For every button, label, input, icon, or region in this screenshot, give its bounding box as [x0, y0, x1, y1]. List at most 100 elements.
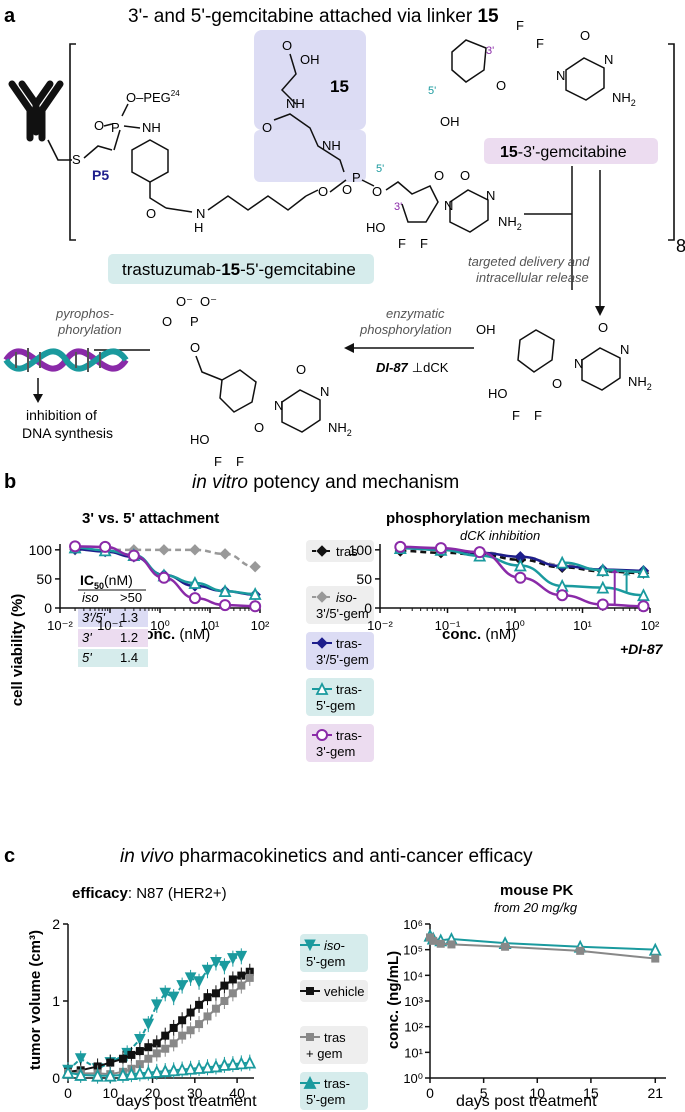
y-tick-label: 10² — [404, 1020, 423, 1035]
legend-item-bg — [300, 1026, 368, 1064]
legend-label-text: tras- — [336, 682, 362, 697]
panel-b-title: in vitro potency and mechanism — [192, 472, 459, 493]
chart-c2-xlabel: days post treatment — [456, 1093, 597, 1110]
release-line2: intracellular release — [476, 270, 589, 285]
linker-p-o-left: O — [342, 182, 352, 197]
legend-label: tras- — [336, 636, 362, 651]
data-point — [203, 1012, 212, 1021]
linker-o-top: O — [282, 38, 292, 53]
y-tick-label: 10⁰ — [403, 1071, 423, 1086]
ic50-header-ic: IC — [80, 572, 94, 588]
conj-c2-o: O — [460, 168, 470, 183]
amide-o-left: O — [146, 206, 156, 221]
data-point — [188, 575, 202, 589]
data-point — [219, 599, 232, 612]
p5-label: P5 — [92, 167, 109, 183]
data-point — [228, 989, 237, 998]
data-point — [127, 1050, 136, 1059]
chart-c1-title: efficacy: N87 (HER2+) — [72, 885, 227, 902]
ic50-row-value: 1.3 — [120, 610, 138, 625]
panel-c: c in vivo pharmacokinetics and anti-canc… — [4, 845, 597, 1110]
mp-f2: F — [236, 454, 244, 469]
release-line — [524, 166, 573, 290]
data-point — [434, 542, 447, 555]
mp-o-ester: O — [190, 340, 200, 355]
mp-o-oxo: O — [162, 314, 172, 329]
data-point — [186, 1026, 195, 1035]
ic50-row-bg — [78, 629, 148, 647]
panel-c-letter: c — [4, 845, 15, 867]
y-tick-label: 10³ — [404, 994, 423, 1009]
top-c2-o: O — [580, 28, 590, 43]
legend-swatch-marker — [316, 729, 328, 741]
data-point — [157, 571, 170, 584]
legend-swatch-marker — [316, 591, 328, 603]
di87-arrowhead-purple — [610, 569, 619, 574]
release-line1: targeted delivery and — [468, 254, 590, 269]
dna-helix-icon — [3, 348, 129, 372]
x-tick-label: 10⁻¹ — [435, 618, 461, 633]
top-ring-o: O — [496, 78, 506, 93]
legend-label-line2: + gem — [306, 1046, 343, 1061]
data-point — [203, 993, 212, 1002]
linker-15-label: 15 — [330, 77, 349, 96]
x-tick-label: 40 — [229, 1085, 245, 1101]
free-sugar-ring — [517, 329, 555, 373]
free-f2: F — [534, 408, 542, 423]
drug-3-gem-label: 15-3'-gemcitabine — [500, 144, 627, 161]
conj-n3: N — [486, 188, 495, 203]
mp-phosphorus: P — [190, 314, 199, 329]
drug-3-gem-box — [484, 138, 658, 164]
legend-swatch-marker — [315, 681, 329, 695]
ic50-row-value: 1.4 — [120, 650, 138, 665]
linker-nh-bottom: NH — [322, 138, 341, 153]
data-point — [429, 936, 438, 945]
legend-label-text: - — [353, 590, 357, 605]
data-point — [69, 540, 82, 553]
p5-phosphorus: P — [111, 120, 120, 135]
ic50-header-sub: 50 — [94, 581, 104, 591]
po-double-bond — [103, 123, 113, 127]
legend-label-text: tras- — [324, 1076, 350, 1091]
legend-item-bg — [306, 540, 374, 562]
mp-nh2: NH2 — [328, 420, 352, 438]
top-sugar-ring — [451, 39, 487, 83]
data-point — [235, 950, 248, 963]
legend-label-line2: 5'-gem — [306, 1092, 345, 1107]
legend-label: tras — [336, 544, 358, 559]
legend-label-text: tras- — [336, 728, 362, 743]
x-tick-label: 10 — [529, 1085, 545, 1101]
conj-ho: HO — [366, 220, 386, 235]
multiplier: 8 — [676, 236, 685, 256]
release-arrowhead — [595, 306, 605, 316]
data-point — [217, 1057, 231, 1071]
mp-n1: N — [274, 398, 283, 413]
conj-nh2: NH2 — [498, 214, 522, 232]
data-point — [218, 584, 232, 598]
inhibit-line2: DNA synthesis — [22, 425, 113, 441]
data-point — [91, 1068, 105, 1082]
data-point — [133, 1066, 147, 1080]
data-point — [637, 564, 650, 578]
chart-b2-title: phosphorylation mechanism — [386, 510, 590, 527]
data-point — [134, 1034, 146, 1046]
linker-o-mid: O — [262, 120, 272, 135]
amide-bond-left — [149, 182, 167, 209]
x-tick-label: 10⁰ — [505, 618, 525, 633]
x-tick-label: 10 — [102, 1085, 118, 1101]
data-point — [118, 1054, 127, 1063]
pyro-line2: phorylation — [57, 322, 122, 337]
data-point — [556, 589, 569, 602]
data-point — [245, 973, 254, 982]
data-point — [210, 957, 222, 969]
legend-label-line2: 3'-gem — [316, 744, 355, 759]
chart-c2-subtitle: from 20 mg/kg — [494, 900, 578, 915]
pyro-line1: pyrophos- — [55, 306, 114, 321]
legend-label: vehicle — [324, 984, 364, 999]
enzymatic-line1: enzymatic — [386, 306, 445, 321]
linker-p-oxo: O — [318, 184, 328, 199]
free-f1: F — [512, 408, 520, 423]
free-c2-o: O — [598, 320, 608, 335]
ic50-row-label: 5' — [82, 650, 92, 665]
